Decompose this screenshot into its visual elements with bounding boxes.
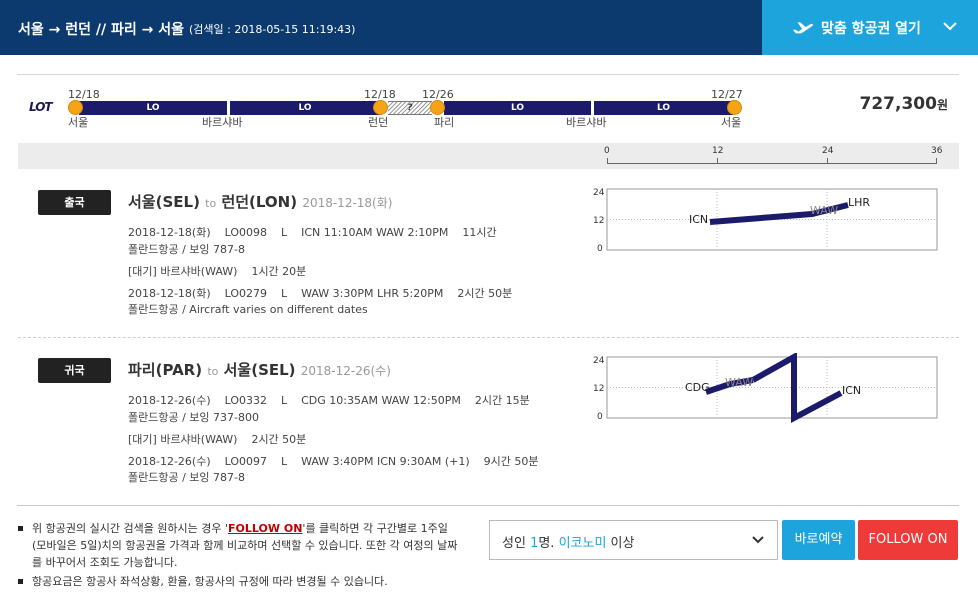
y-tick-label: 12 <box>593 216 604 226</box>
timeline-city: 파리 <box>434 116 455 129</box>
y-tick-label: 24 <box>593 356 605 366</box>
chevron-down-icon <box>752 536 764 544</box>
to-word: to <box>207 365 219 378</box>
book-now-button[interactable]: 바로예약 <box>782 520 855 560</box>
stop-marker <box>68 100 83 115</box>
outbound-time-chart: 24 12 0 ICN WAW LHR <box>593 188 938 254</box>
axis-tick <box>607 158 608 164</box>
timeline-city: 서울 <box>68 116 89 129</box>
flight-path-line <box>705 377 754 395</box>
layover-info: [대기] 바르샤바(WAW) 1시간 20분 <box>128 265 307 278</box>
y-tick-label: 12 <box>593 384 604 394</box>
axis-tick-label: 12 <box>712 146 724 156</box>
open-custom-ticket-button[interactable]: 맞춤 항공권 열기 <box>762 0 978 55</box>
flight-path-line <box>709 202 849 225</box>
plane-icon <box>792 22 813 34</box>
timeline-date: 12/26 <box>422 88 454 101</box>
timeline-city: 서울 <box>721 116 742 129</box>
follow-on-link[interactable]: FOLLOW ON <box>228 522 303 535</box>
axis-tick-label: 36 <box>931 146 943 156</box>
follow-on-button[interactable]: FOLLOW ON <box>858 520 958 560</box>
notice-text: 위 항공권의 실시간 검색을 원하시는 경우 ' <box>32 522 229 535</box>
timeline-date: 12/18 <box>364 88 396 101</box>
stop-marker <box>373 100 388 115</box>
timeline-city: 바르샤바 <box>202 116 243 129</box>
airport-label: ICN <box>842 384 861 397</box>
inbound-time-chart: 24 12 0 CDG WAW ICN <box>593 353 938 423</box>
axis-tick <box>717 158 718 164</box>
pax-count: 1 <box>530 536 539 551</box>
airport-label: ICN <box>689 213 708 226</box>
airport-label: LHR <box>848 196 870 209</box>
axis-tick-label: 0 <box>604 146 610 156</box>
search-date: (검색일 : 2018-05-15 11:19:43) <box>189 23 356 36</box>
notice-list: 위 항공권의 실시간 검색을 원하시는 경우 'FOLLOW ON'를 클릭하면… <box>18 520 458 590</box>
flight-detail: 2018-12-18(화) LO0279 L WAW 3:30PM LHR 5:… <box>128 287 513 300</box>
airport-label: CDG <box>685 381 710 394</box>
y-tick-label: 0 <box>597 244 603 254</box>
hour-axis <box>607 158 937 164</box>
axis-tick <box>827 158 828 164</box>
pax-mid: 명. <box>538 536 559 551</box>
to-word: to <box>205 197 217 210</box>
timeline-city: 바르샤바 <box>566 116 607 129</box>
stop-marker <box>727 100 742 115</box>
section-divider <box>18 337 959 338</box>
flight-path-line <box>751 353 843 423</box>
inbound-badge: 귀국 <box>38 358 111 383</box>
airline-logo: LOT <box>29 100 53 114</box>
flight-detail: 2018-12-18(화) LO0098 L ICN 11:10AM WAW 2… <box>128 226 497 239</box>
axis-tick <box>936 158 937 164</box>
timeline-city: 런던 <box>368 116 389 129</box>
flight-detail: 2018-12-26(수) LO0332 L CDG 10:35AM WAW 1… <box>128 394 530 407</box>
bullet-icon <box>18 579 23 584</box>
price-value: 727,300 <box>859 94 937 114</box>
timeline-date: 12/27 <box>711 88 743 101</box>
pax-suffix: 이상 <box>606 536 635 551</box>
y-tick-label: 24 <box>593 188 605 198</box>
timeline-date: 12/18 <box>68 88 100 101</box>
outbound-to: 런던(LON) <box>221 193 298 211</box>
route-title: 서울 → 런던 // 파리 → 서울 <box>18 22 184 38</box>
aircraft-info: 폴란드항공 / 보잉 787-8 <box>128 471 245 484</box>
inbound-from: 파리(PAR) <box>128 361 203 379</box>
ground-gap: ? <box>388 101 432 115</box>
outbound-badge: 출국 <box>38 190 111 215</box>
flight-detail: 2018-12-26(수) LO0097 L WAW 3:40PM ICN 9:… <box>128 455 539 468</box>
segment-bar: LO <box>230 101 380 115</box>
price-unit: 원 <box>936 98 948 112</box>
hour-axis-band <box>18 143 959 169</box>
aircraft-info: 폴란드항공 / 보잉 787-8 <box>128 243 245 256</box>
y-tick-label: 0 <box>597 412 603 422</box>
axis-tick-label: 24 <box>822 146 834 156</box>
outbound-from: 서울(SEL) <box>128 193 200 211</box>
notice-item: 항공요금은 항공사 좌석상황, 환율, 항공사의 규정에 따라 변경될 수 있습… <box>18 573 458 590</box>
stop-marker <box>430 100 445 115</box>
outbound-title: 서울(SEL) to 런던(LON) 2018-12-18(화) <box>128 191 392 212</box>
notice-text: 항공요금은 항공사 좌석상황, 환율, 항공사의 규정에 따라 변경될 수 있습… <box>32 575 388 588</box>
airport-label: WAW <box>810 204 838 217</box>
layover-info: [대기] 바르샤바(WAW) 2시간 50분 <box>128 433 307 446</box>
result-frame <box>17 74 959 506</box>
open-button-label: 맞춤 항공권 열기 <box>821 21 921 37</box>
notice-item: 위 항공권의 실시간 검색을 원하시는 경우 'FOLLOW ON'를 클릭하면… <box>18 520 458 571</box>
pax-class: 이코노미 <box>558 536 607 551</box>
inbound-date: 2018-12-26(수) <box>300 364 391 378</box>
chevron-down-icon <box>943 22 957 31</box>
inbound-to: 서울(SEL) <box>223 361 296 379</box>
segment-bar: LO <box>79 101 227 115</box>
bullet-icon <box>18 526 23 531</box>
outbound-date: 2018-12-18(화) <box>302 196 393 210</box>
segment-bar: LO <box>444 101 591 115</box>
segment-bar: LO <box>594 101 733 115</box>
aircraft-info: 폴란드항공 / Aircraft varies on different dat… <box>128 303 368 316</box>
header-bar: 서울 → 런던 // 파리 → 서울 (검색일 : 2018-05-15 11:… <box>0 0 978 55</box>
inbound-title: 파리(PAR) to 서울(SEL) 2018-12-26(수) <box>128 359 391 380</box>
aircraft-info: 폴란드항공 / 보잉 737-800 <box>128 411 259 424</box>
passenger-class-select[interactable]: 성인 1명. 이코노미 이상 <box>489 520 778 560</box>
notice-text: '를 클릭하면 각 구간별로 1주일(모바일은 5일)치의 항공권을 가격과 함… <box>32 522 458 569</box>
pax-prefix: 성인 <box>502 536 531 551</box>
airport-label: WAW <box>725 376 753 389</box>
total-price: 727,300원 <box>860 94 948 114</box>
